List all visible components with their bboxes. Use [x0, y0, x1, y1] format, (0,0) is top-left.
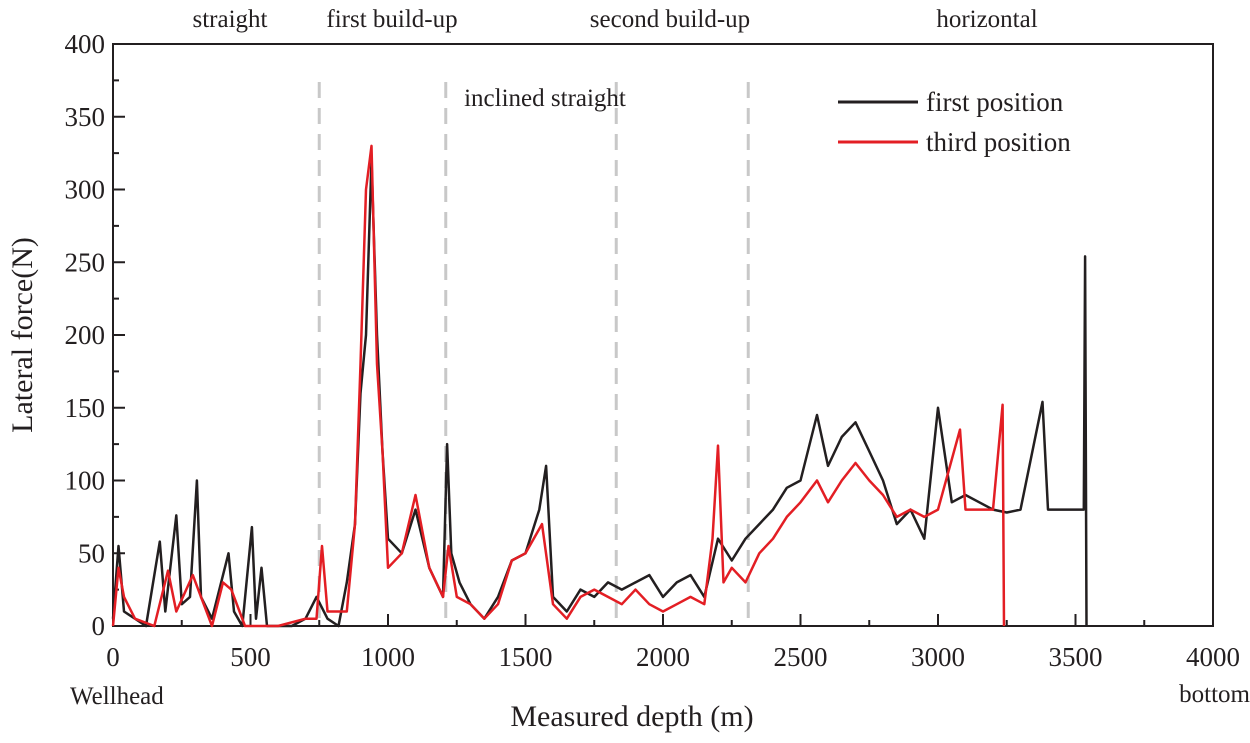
annotation: horizontal — [936, 6, 1037, 33]
x-axis-title: Measured depth (m) — [510, 700, 753, 733]
y-tick-label: 0 — [92, 611, 106, 641]
annotation: bottom — [1179, 681, 1250, 708]
y-tick-label: 100 — [65, 466, 106, 496]
y-axis-title: Lateral force(N) — [6, 237, 39, 433]
y-tick-label: 300 — [65, 175, 106, 205]
annotation: first build-up — [326, 6, 457, 33]
x-tick-label: 4000 — [1186, 642, 1240, 672]
x-tick-label: 3000 — [911, 642, 965, 672]
legend-label: first position — [926, 87, 1064, 117]
y-tick-label: 50 — [78, 538, 105, 568]
y-tick-label: 250 — [65, 247, 106, 277]
x-tick-label: 2000 — [636, 642, 690, 672]
series-line — [111, 144, 1006, 628]
x-tick-label: 0 — [106, 642, 120, 672]
annotation: straight — [193, 6, 268, 33]
annotation: second build-up — [590, 6, 750, 33]
y-tick-label: 400 — [65, 29, 106, 59]
x-tick-label: 3500 — [1049, 642, 1103, 672]
y-tick-label: 350 — [65, 102, 106, 132]
x-tick-label: 1500 — [499, 642, 553, 672]
annotation: inclined straight — [464, 85, 626, 112]
x-tick-label: 1000 — [361, 642, 415, 672]
y-tick-label: 200 — [65, 320, 106, 350]
annotation: Wellhead — [70, 683, 164, 710]
x-tick-label: 2500 — [774, 642, 828, 672]
x-tick-label: 500 — [230, 642, 271, 672]
legend-label: third position — [926, 127, 1071, 157]
y-tick-label: 150 — [65, 393, 106, 423]
series-line — [111, 159, 1088, 628]
